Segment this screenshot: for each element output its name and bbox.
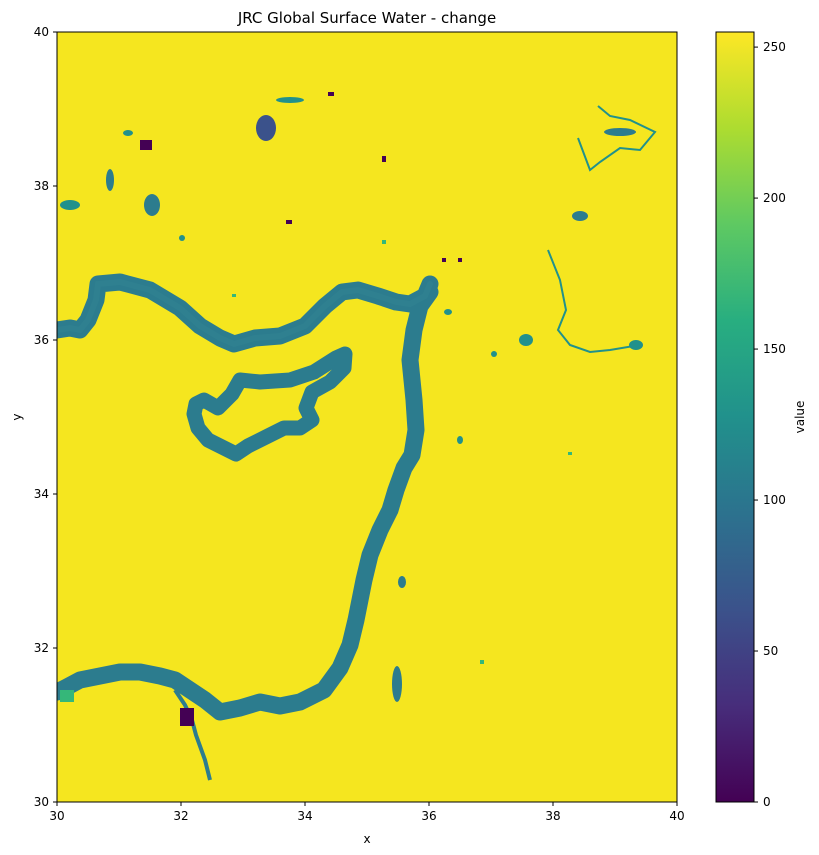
green-spot bbox=[382, 240, 386, 244]
colorbar-label: value bbox=[793, 401, 807, 434]
x-axis-title: x bbox=[363, 832, 370, 846]
x-tick-label: 34 bbox=[297, 809, 312, 823]
water-spot bbox=[179, 235, 185, 241]
lake-sea-of-galilee bbox=[398, 576, 406, 588]
colorbar-tick-label: 50 bbox=[763, 644, 778, 658]
lake-beysehir bbox=[144, 194, 160, 216]
colorbar-tick-label: 150 bbox=[763, 342, 786, 356]
x-tick-label: 30 bbox=[49, 809, 64, 823]
colorbar-axis: 0 50 100 150 200 250 bbox=[754, 40, 786, 809]
x-tick-label: 38 bbox=[545, 809, 560, 823]
low-spot bbox=[458, 258, 462, 262]
y-tick-label: 34 bbox=[34, 487, 49, 501]
low-spot bbox=[286, 220, 292, 224]
water-spot bbox=[457, 436, 463, 444]
lake-keban bbox=[604, 128, 636, 136]
water-spot bbox=[60, 200, 80, 210]
water-spot bbox=[276, 97, 304, 103]
y-tick-label: 36 bbox=[34, 333, 49, 347]
colorbar-tick-label: 250 bbox=[763, 40, 786, 54]
low-spot bbox=[180, 708, 194, 726]
colorbar-tick-label: 100 bbox=[763, 493, 786, 507]
colorbar bbox=[716, 32, 754, 802]
low-spot bbox=[382, 156, 386, 162]
colorbar-tick-label: 0 bbox=[763, 795, 771, 809]
lake-dead-sea bbox=[392, 666, 402, 702]
green-spot bbox=[568, 452, 572, 455]
low-spot bbox=[328, 92, 334, 96]
y-tick-label: 40 bbox=[34, 25, 49, 39]
water-spot bbox=[444, 309, 452, 315]
colorbar-tick-label: 200 bbox=[763, 191, 786, 205]
y-tick-label: 38 bbox=[34, 179, 49, 193]
x-tick-label: 32 bbox=[173, 809, 188, 823]
low-spot bbox=[442, 258, 446, 262]
lake-ataturk bbox=[572, 211, 588, 221]
water-spot bbox=[491, 351, 497, 357]
green-spot bbox=[232, 294, 236, 297]
low-spot bbox=[140, 140, 152, 150]
water-spot bbox=[629, 340, 643, 350]
chart-title: JRC Global Surface Water - change bbox=[237, 9, 496, 27]
y-tick-label: 32 bbox=[34, 641, 49, 655]
green-spot bbox=[480, 660, 484, 664]
x-tick-label: 40 bbox=[669, 809, 684, 823]
y-axis-title: y bbox=[10, 413, 24, 420]
x-axis: 30 32 34 36 38 40 bbox=[49, 802, 684, 823]
water-spot bbox=[519, 334, 533, 346]
x-tick-label: 36 bbox=[421, 809, 436, 823]
water-spot bbox=[123, 130, 133, 136]
lake-tuz bbox=[256, 115, 276, 141]
y-axis: 30 32 34 36 38 40 bbox=[34, 25, 57, 809]
green-spot bbox=[60, 690, 74, 702]
lake-egirdir bbox=[106, 169, 114, 191]
y-tick-label: 30 bbox=[34, 795, 49, 809]
